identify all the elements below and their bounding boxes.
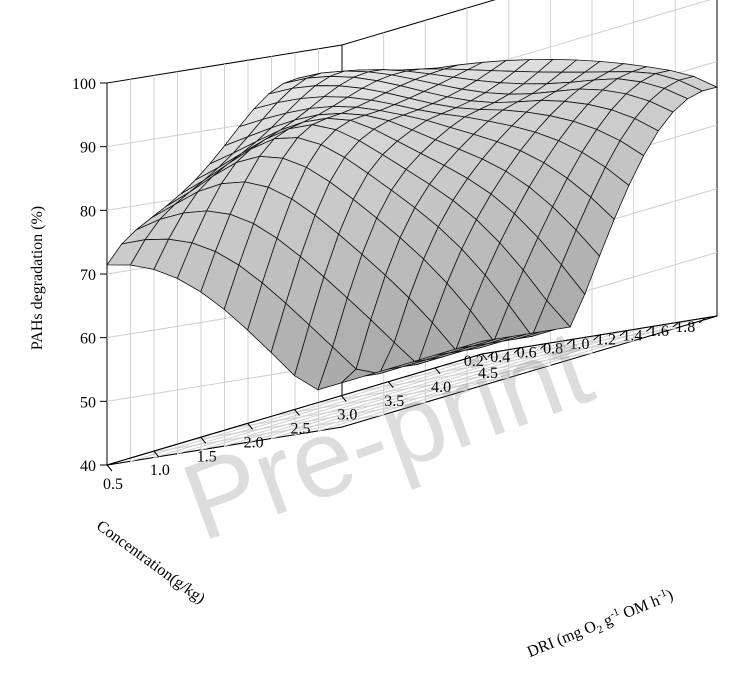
- y-tick-label: 2.0: [244, 434, 264, 451]
- z-axis-title: PAHs degradation (%): [29, 206, 46, 350]
- axis-lines: [100, 82, 718, 472]
- z-tick-label: 100: [72, 76, 96, 93]
- y-title-pre: DRI (mg O: [525, 618, 599, 661]
- y-tick-label: 0.5: [103, 476, 123, 493]
- x-tick-label: 1.8: [675, 319, 695, 336]
- y-tick: [340, 395, 347, 402]
- x-axis-title: Concentration(g/kg): [93, 517, 208, 607]
- y-axis-title: DRI (mg O2 g-1 OM h-1): [524, 585, 677, 664]
- y-tick-label: 4.0: [431, 379, 451, 396]
- x-tick-label: 0.8: [543, 340, 563, 357]
- y-tick: [481, 353, 488, 361]
- y-title-sup1: -1: [608, 606, 621, 621]
- x-tick-label: 1.0: [570, 336, 590, 353]
- z-tick-label: 90: [80, 140, 96, 157]
- y-tick-label: 3.0: [337, 407, 357, 424]
- y-title-sup2: -1: [655, 587, 668, 602]
- z-tick-label: 60: [80, 331, 96, 348]
- y-tick: [387, 381, 394, 389]
- y-title-mid2: OM h: [617, 592, 662, 623]
- y-tick: [247, 423, 254, 430]
- y-tick: [294, 409, 300, 416]
- tick-labels: 40 50 60 70 80 90 100 1.8 1.6 1.4 1.2 1.0 0.8 0.6 0.4 0…: [72, 76, 695, 493]
- x-tick-label: 1.2: [596, 332, 616, 349]
- y-title-post: ): [664, 587, 675, 605]
- x-tick: [698, 317, 706, 324]
- y-tick-label: 1.5: [197, 448, 217, 465]
- x-tick: [593, 334, 600, 341]
- y-tick: [153, 450, 160, 458]
- z-tick-label: 80: [80, 203, 96, 220]
- y-tick-label: 2.5: [291, 421, 311, 438]
- z-tick-label: 40: [80, 458, 96, 475]
- x-tick: [487, 351, 495, 358]
- y-title-mid: g: [598, 611, 615, 631]
- x-tick: [540, 343, 547, 349]
- x-tick: [672, 321, 680, 328]
- y-tick: [106, 464, 113, 472]
- x-tick: [646, 326, 653, 332]
- x-tick-label: 0.4: [490, 349, 510, 366]
- x-tick: [566, 338, 574, 345]
- y-tick: [434, 367, 441, 375]
- z-tick-label: 70: [80, 267, 96, 284]
- y-tick-label: 4.5: [478, 365, 498, 382]
- surface-mesh: [106, 58, 719, 391]
- x-tick: [513, 347, 521, 354]
- y-tick-label: 3.5: [384, 393, 404, 410]
- z-tick-label: 50: [80, 394, 96, 411]
- x-tick: [619, 330, 627, 337]
- surface-patch: [458, 338, 497, 349]
- x-tick-label: 1.4: [622, 327, 642, 344]
- x-tick-label: 0.2: [464, 353, 484, 370]
- x-tick-label: 1.6: [649, 323, 669, 340]
- y-title-sub: 2: [595, 623, 605, 636]
- y-tick: [200, 436, 207, 444]
- y-tick-label: 1.0: [150, 462, 170, 479]
- x-tick-label: 0.6: [517, 345, 537, 362]
